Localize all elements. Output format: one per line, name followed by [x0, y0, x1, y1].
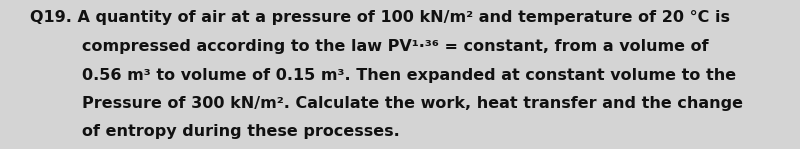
Text: 0.56 m³ to volume of 0.15 m³. Then expanded at constant volume to the: 0.56 m³ to volume of 0.15 m³. Then expan… — [82, 68, 737, 83]
Text: Q19. A quantity of air at a pressure of 100 kN/m² and temperature of 20 °C is: Q19. A quantity of air at a pressure of … — [30, 10, 730, 25]
Text: compressed according to the law PV¹·³⁶ = constant, from a volume of: compressed according to the law PV¹·³⁶ =… — [82, 39, 709, 55]
Text: of entropy during these processes.: of entropy during these processes. — [82, 124, 400, 139]
Text: Pressure of 300 kN/m². Calculate the work, heat transfer and the change: Pressure of 300 kN/m². Calculate the wor… — [82, 96, 743, 111]
